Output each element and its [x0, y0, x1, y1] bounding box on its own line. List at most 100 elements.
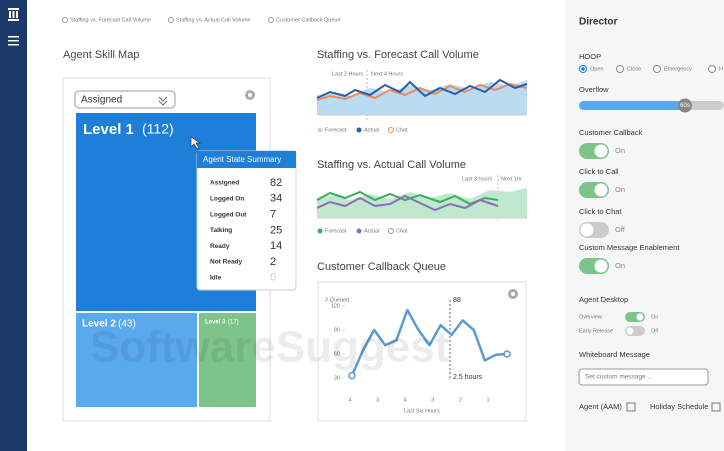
y-tick-label: 90 [334, 327, 340, 333]
annotation: 2.5 hours [453, 374, 483, 381]
row-label: Idle [210, 275, 222, 282]
tooltip-rows: Assigned 82 Logged On 34 Logged Out 7 Talking 2… [210, 177, 282, 284]
tab[interactable]: Staffing vs. Forecast Call Volume [70, 17, 151, 23]
tooltip-title: Agent State Summary [203, 155, 281, 164]
row-label: Not Ready [210, 259, 243, 266]
menu-icon[interactable] [8, 36, 19, 46]
slider-fill [579, 101, 685, 110]
external-icon [711, 402, 721, 412]
cursor [190, 136, 202, 150]
watermark: SoftwareSuggest [90, 323, 450, 372]
toggle-state: On [615, 185, 625, 194]
y-axis-label: # Queued [325, 297, 349, 303]
radio[interactable] [708, 65, 716, 73]
row-label: Talking [210, 227, 232, 234]
level-count: (43) [118, 319, 136, 330]
x-tick-label: 4 [404, 397, 407, 403]
legend-dot [317, 228, 323, 234]
toggle-state: On [651, 314, 658, 320]
row-label: Logged On [210, 196, 244, 203]
card [317, 281, 527, 422]
radio-label: Emergency [664, 66, 692, 72]
actual-line [316, 78, 528, 99]
legend-dot [388, 228, 394, 234]
period-label: Next 1hr [501, 176, 522, 182]
slider-value: 60s [680, 103, 690, 109]
panel-title: Director [579, 17, 617, 28]
link[interactable]: Agent (AAM) [579, 402, 622, 411]
queue-line [350, 308, 508, 377]
endpoint [348, 371, 356, 380]
link[interactable]: Holiday Schedule [650, 402, 708, 411]
level-name: Level 2 [82, 319, 116, 330]
dropdown-value: Assigned [81, 95, 122, 106]
tab[interactable]: Staffing vs. Actual Call Volume [176, 17, 251, 23]
toggle-state: Off [651, 328, 659, 334]
queue-chart: 30 60 90 120 4 3 4 3 2 1 [331, 303, 511, 403]
toggle-state: On [615, 261, 625, 270]
forecast-line [316, 190, 499, 206]
row-value: 82 [270, 177, 282, 189]
tooltip-header [197, 151, 296, 168]
tab-icon [268, 17, 274, 23]
legend-label: Actual [364, 127, 379, 133]
legend-label: Forecast [325, 228, 347, 234]
y-tick-label: 60 [334, 351, 340, 357]
x-tick-label: 3 [431, 397, 434, 403]
row-label: Ready [210, 243, 230, 250]
text-input[interactable] [578, 368, 709, 386]
field-label: Agent Desktop [579, 295, 628, 304]
legend-label: Chat [396, 127, 408, 133]
row-value: 2 [270, 256, 276, 268]
y-tick-label: 120 [331, 303, 340, 309]
radio-label: Open [590, 66, 603, 72]
radio[interactable] [616, 65, 624, 73]
toggle-label: Overview [579, 314, 602, 320]
legend-label: Chat [396, 228, 408, 234]
toggle-label: Click to Call [579, 167, 619, 176]
dropdown[interactable] [74, 90, 176, 109]
level-name: Level 1 [83, 121, 134, 138]
x-tick-label: 1 [486, 397, 489, 403]
x-tick-label: 4 [348, 397, 351, 403]
section-title: Customer Callback Queue [317, 261, 446, 273]
level-2-tile[interactable] [76, 313, 197, 407]
x-tick-label: 3 [376, 397, 379, 403]
toggle-label: Customer Callback [579, 128, 643, 137]
radio[interactable] [653, 65, 661, 73]
tab[interactable]: Customer Callback Queue [276, 17, 341, 23]
row-label: Assigned [210, 180, 239, 187]
legend-label: Actual [364, 228, 379, 234]
row-value: 7 [270, 209, 276, 221]
row-label: Logged Out [210, 211, 247, 218]
toggle-state: Off [615, 225, 626, 234]
tab-icon [168, 17, 174, 23]
radio-dot [581, 67, 585, 71]
toggle-knob [594, 144, 608, 158]
toggle-knob [594, 259, 608, 273]
external-icon [626, 402, 636, 412]
actual-line [316, 194, 499, 212]
level-count: (112) [142, 121, 174, 137]
row-value: 14 [270, 240, 282, 252]
period-label: Next 4 Hours [371, 71, 403, 77]
toggle-knob [636, 313, 644, 321]
slider-knob[interactable] [678, 98, 692, 113]
settings-icon-hole [511, 292, 515, 296]
sidebar [0, 0, 27, 451]
tabs: Staffing vs. Forecast Call Volume Staffi… [62, 17, 341, 23]
dropdown-arrow [158, 96, 168, 106]
toggles: Customer Callback On Click to Call On Click … [579, 128, 680, 336]
section-title: Staffing vs. Forecast Call Volume [317, 49, 479, 61]
legend-dot [317, 127, 323, 133]
endpoint [503, 350, 511, 358]
level-3-tile[interactable] [199, 313, 256, 407]
legend-dot [356, 228, 362, 234]
radio-label: Close [627, 66, 641, 72]
toggle-knob [594, 183, 608, 197]
home-icon[interactable] [8, 8, 19, 21]
legend-dot [356, 127, 362, 133]
level-name: Level 3 [205, 320, 226, 326]
legend-dot [388, 127, 394, 133]
field-label: Whiteboard Message [579, 350, 650, 359]
